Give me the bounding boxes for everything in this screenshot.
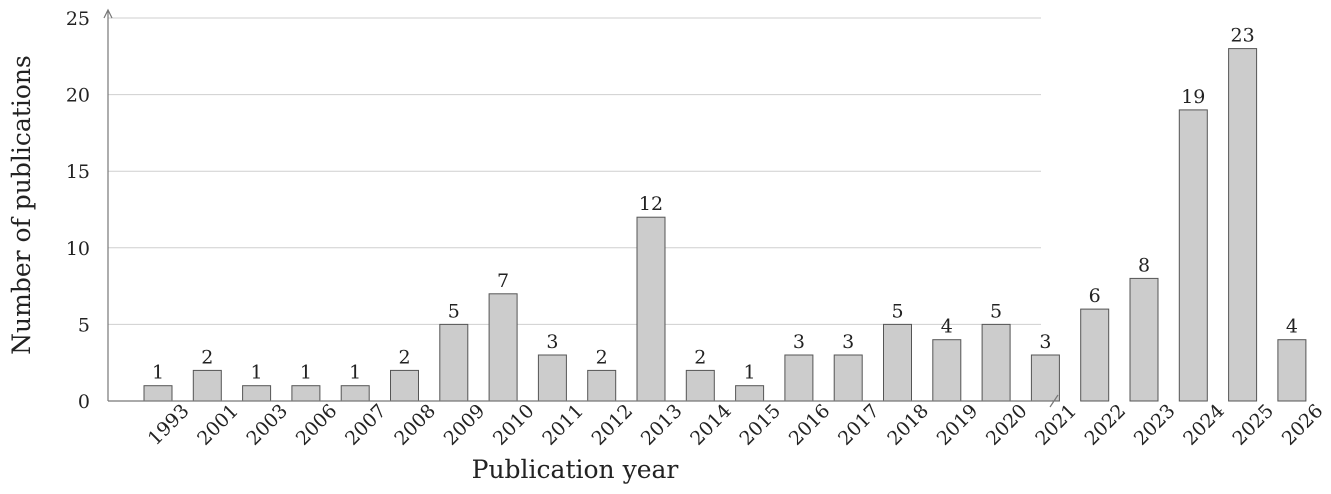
bar-2001 bbox=[192, 369, 222, 402]
y-tick-label: 20 bbox=[66, 85, 90, 107]
data-label-2015: 1 bbox=[744, 362, 756, 384]
x-tick-label-2014: 2014 bbox=[686, 400, 736, 450]
x-tick-label-2001: 2001 bbox=[193, 400, 243, 450]
x-tick-label-2026: 2026 bbox=[1278, 400, 1328, 450]
bar-2018 bbox=[883, 323, 912, 402]
data-label-2024: 19 bbox=[1181, 86, 1205, 108]
data-label-2008: 2 bbox=[398, 346, 410, 368]
x-tick-label-2013: 2013 bbox=[637, 400, 687, 450]
x-tick-label-2008: 2008 bbox=[390, 400, 440, 450]
data-label-1993: 1 bbox=[152, 362, 164, 384]
bar-2011 bbox=[537, 354, 567, 402]
bar-2008 bbox=[390, 369, 419, 402]
bar-2006 bbox=[291, 385, 321, 402]
bar-2007 bbox=[340, 385, 370, 402]
x-tick-label-2010: 2010 bbox=[489, 400, 539, 450]
y-tick-label: 5 bbox=[78, 314, 90, 336]
data-label-2006: 1 bbox=[300, 362, 312, 384]
x-tick-label-1993: 1993 bbox=[144, 400, 194, 450]
bar-2015 bbox=[735, 385, 765, 402]
bar-2012 bbox=[587, 369, 617, 402]
x-axis-title: Publication year bbox=[472, 455, 679, 484]
bar-2021 bbox=[1030, 354, 1060, 402]
bar-2013 bbox=[636, 216, 666, 402]
y-tick-label: 15 bbox=[66, 161, 90, 183]
data-label-2022: 6 bbox=[1089, 285, 1101, 307]
y-tick-labels: 0 5 10 15 20 25 bbox=[66, 8, 90, 413]
x-tick-label-2003: 2003 bbox=[242, 400, 292, 450]
bar-2023 bbox=[1129, 277, 1159, 402]
bar-1993 bbox=[143, 385, 173, 402]
x-axis-break bbox=[1049, 394, 1059, 408]
data-label-2016: 3 bbox=[793, 331, 805, 353]
data-label-2021: 3 bbox=[1039, 331, 1051, 353]
x-tick-label-2023: 2023 bbox=[1130, 400, 1180, 450]
x-tick-label-2011: 2011 bbox=[538, 400, 588, 450]
data-label-2026: 4 bbox=[1286, 316, 1298, 338]
axes bbox=[103, 8, 1059, 408]
y-tick-label: 10 bbox=[66, 238, 90, 260]
data-label-2014: 2 bbox=[694, 346, 706, 368]
bar-2025 bbox=[1228, 48, 1258, 402]
x-tick-label-2025: 2025 bbox=[1228, 400, 1278, 450]
data-label-2010: 7 bbox=[497, 270, 509, 292]
bar-2016 bbox=[784, 354, 814, 402]
data-label-2009: 5 bbox=[448, 300, 460, 322]
bar-2003 bbox=[242, 385, 272, 402]
bar-2026 bbox=[1277, 339, 1307, 402]
x-tick-label-2015: 2015 bbox=[735, 400, 785, 450]
x-tick-label-2019: 2019 bbox=[933, 400, 983, 450]
bar-2024 bbox=[1178, 109, 1208, 402]
data-label-2011: 3 bbox=[546, 331, 558, 353]
bar-2010 bbox=[488, 293, 518, 402]
bar-2014 bbox=[685, 369, 715, 402]
data-label-2001: 2 bbox=[201, 346, 213, 368]
data-label-2023: 8 bbox=[1138, 254, 1150, 276]
y-axis-title: Number of publications bbox=[7, 55, 36, 355]
x-tick-label-2021: 2021 bbox=[1031, 400, 1081, 450]
bar-2020 bbox=[981, 323, 1011, 402]
x-tick-label-2006: 2006 bbox=[292, 400, 342, 450]
x-tick-label-2018: 2018 bbox=[883, 400, 933, 450]
bar-2019 bbox=[932, 339, 962, 402]
x-tick-labels: 1993 2001 2003 2006 2007 2008 2009 2010 2011 2012… bbox=[144, 400, 1328, 450]
bar-2017 bbox=[833, 354, 863, 402]
data-label-2003: 1 bbox=[251, 362, 263, 384]
y-tick-label: 25 bbox=[66, 8, 90, 30]
bars bbox=[143, 48, 1307, 402]
x-tick-label-2009: 2009 bbox=[440, 400, 490, 450]
x-tick-label-2022: 2022 bbox=[1080, 400, 1130, 450]
data-label-2012: 2 bbox=[596, 346, 608, 368]
data-label-2007: 1 bbox=[349, 362, 361, 384]
data-label-2018: 5 bbox=[891, 300, 903, 322]
data-label-2013: 12 bbox=[639, 193, 663, 215]
x-tick-label-2020: 2020 bbox=[982, 400, 1032, 450]
data-label-2020: 5 bbox=[990, 300, 1002, 322]
y-axis-arrow bbox=[103, 8, 113, 19]
data-label-2025: 23 bbox=[1231, 25, 1255, 47]
x-tick-label-2016: 2016 bbox=[785, 400, 835, 450]
grid-lines bbox=[108, 17, 1041, 325]
x-tick-label-2024: 2024 bbox=[1179, 400, 1229, 450]
x-tick-label-2017: 2017 bbox=[834, 400, 884, 450]
data-label-2019: 4 bbox=[941, 316, 953, 338]
bar-2009 bbox=[439, 323, 469, 402]
data-label-2017: 3 bbox=[842, 331, 854, 353]
x-tick-label-2007: 2007 bbox=[341, 400, 391, 450]
y-tick-label: 0 bbox=[78, 391, 90, 413]
x-tick-label-2012: 2012 bbox=[587, 400, 637, 450]
bar-2022 bbox=[1080, 308, 1110, 402]
